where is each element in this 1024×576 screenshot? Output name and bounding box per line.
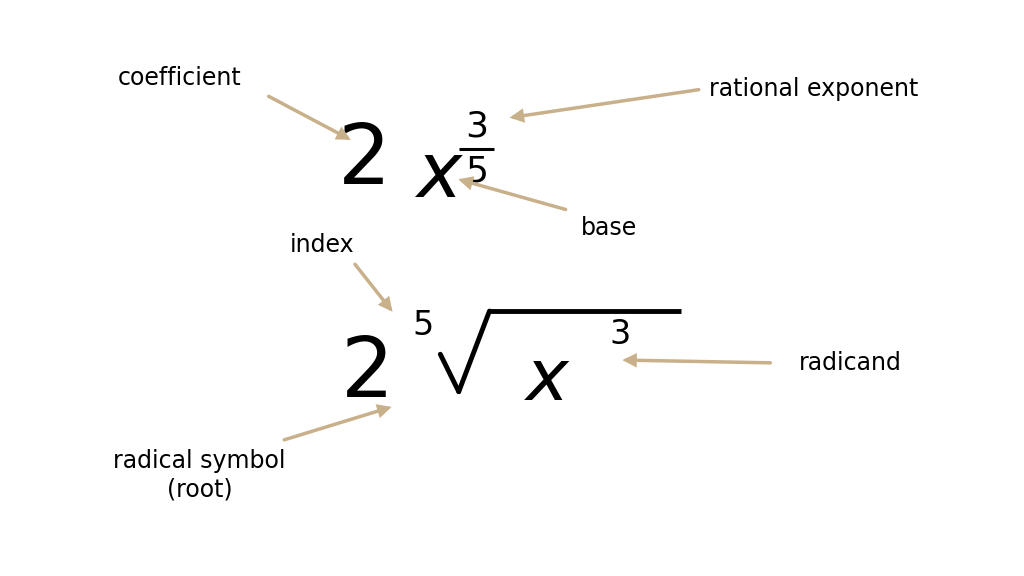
Text: $2$: $2$ bbox=[337, 122, 384, 201]
Text: index: index bbox=[290, 233, 355, 257]
Text: rational exponent: rational exponent bbox=[710, 77, 919, 101]
Text: $3$: $3$ bbox=[465, 109, 487, 144]
Text: base: base bbox=[582, 215, 637, 240]
Text: radical symbol
(root): radical symbol (root) bbox=[114, 449, 286, 501]
Text: $5$: $5$ bbox=[465, 154, 487, 189]
Text: $5$: $5$ bbox=[412, 309, 432, 342]
Text: coefficient: coefficient bbox=[118, 66, 241, 90]
Text: $x$: $x$ bbox=[415, 139, 465, 213]
Text: $2$: $2$ bbox=[340, 335, 387, 414]
Text: radicand: radicand bbox=[799, 351, 901, 375]
Text: $3$: $3$ bbox=[609, 317, 630, 351]
Text: $x$: $x$ bbox=[524, 345, 571, 415]
